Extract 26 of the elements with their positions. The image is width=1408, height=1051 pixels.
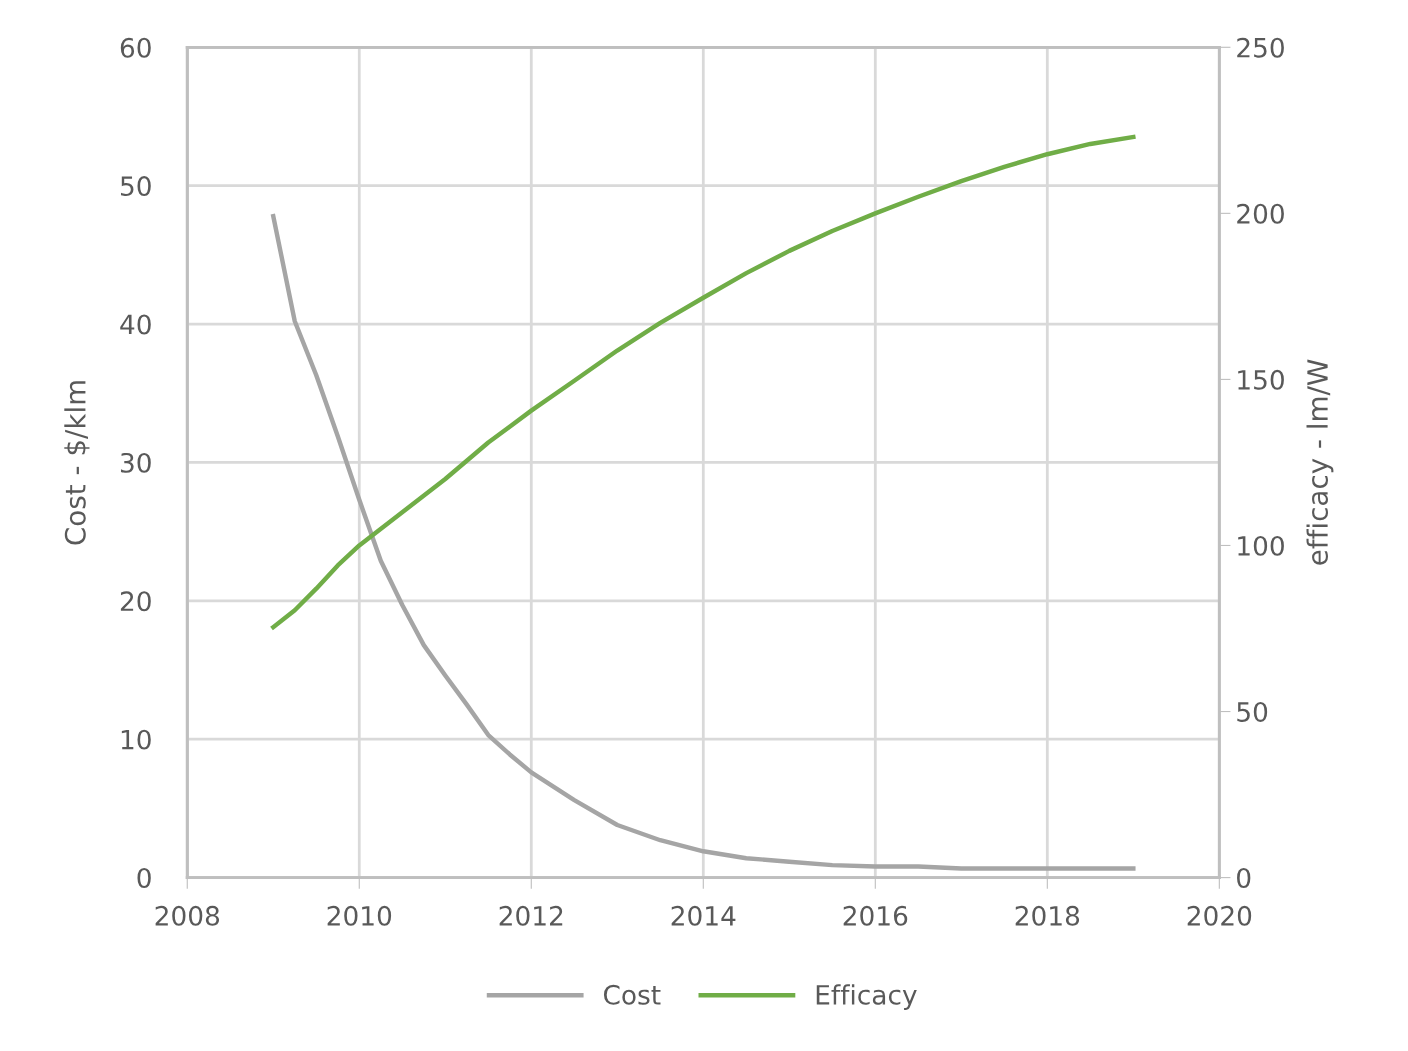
- y-axis-title: Cost - $/klm: [64, 381, 90, 545]
- y-tick-label: 10: [121, 729, 151, 750]
- y-tick-label: 40: [120, 314, 151, 335]
- y2-tick-label: 50: [1237, 701, 1268, 722]
- y2-tick-label: 100: [1238, 535, 1284, 556]
- x-tick-label: 2016: [843, 905, 908, 926]
- y2-tick-label: 0: [1237, 868, 1251, 888]
- x-tick-label: 2008: [155, 905, 220, 926]
- y-tick-label: 20: [120, 591, 151, 612]
- y-tick-label: 60: [120, 37, 151, 58]
- y-tick-label: 50: [121, 176, 151, 197]
- y-tick-label: 30: [120, 452, 151, 473]
- x-tick-label: 2012: [499, 905, 563, 926]
- x-tick-label: 2010: [327, 905, 392, 926]
- x-tick-label: 2020: [1187, 905, 1252, 926]
- x-tick-label: 2018: [1015, 905, 1080, 926]
- y2-tick-label: 250: [1237, 37, 1284, 58]
- y-tick-label: 0: [137, 868, 151, 888]
- line-series: [271, 134, 1136, 630]
- y2-axis-title: efficacy - lm/W: [1306, 359, 1334, 565]
- x-tick-label: 2014: [671, 905, 736, 926]
- legend-label: Efficacy: [816, 984, 917, 1010]
- y2-tick-label: 150: [1238, 369, 1284, 390]
- line-series: [271, 213, 1136, 871]
- legend-label: Cost: [603, 984, 661, 1005]
- y2-tick-label: 200: [1237, 203, 1284, 224]
